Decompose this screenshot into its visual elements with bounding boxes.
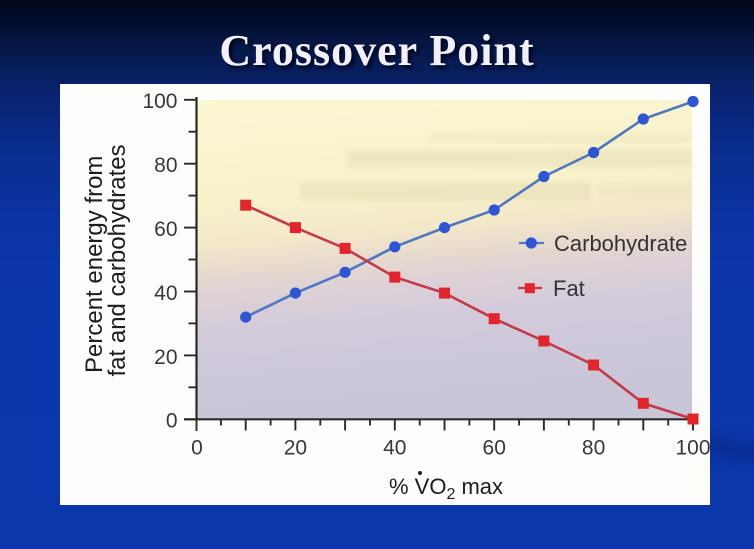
svg-text:% VO2 max: % VO2 max bbox=[389, 474, 503, 503]
svg-text:fat and carbohydrates: fat and carbohydrates bbox=[104, 144, 131, 376]
svg-text:60: 60 bbox=[154, 218, 177, 241]
svg-text:Percent energy from: Percent energy from bbox=[81, 156, 108, 373]
svg-text:0: 0 bbox=[191, 437, 203, 460]
svg-text:100: 100 bbox=[142, 90, 177, 113]
svg-text:40: 40 bbox=[154, 282, 177, 305]
svg-text:Fat: Fat bbox=[553, 276, 585, 301]
svg-text:60: 60 bbox=[483, 437, 506, 460]
svg-text:20: 20 bbox=[154, 346, 177, 369]
svg-text:20: 20 bbox=[284, 437, 307, 460]
svg-text:Carbohydrate: Carbohydrate bbox=[554, 231, 687, 256]
svg-text:100: 100 bbox=[675, 437, 710, 460]
svg-text:80: 80 bbox=[582, 437, 605, 460]
svg-text:80: 80 bbox=[154, 154, 177, 177]
svg-text:40: 40 bbox=[383, 437, 406, 460]
svg-text:0: 0 bbox=[166, 409, 178, 432]
